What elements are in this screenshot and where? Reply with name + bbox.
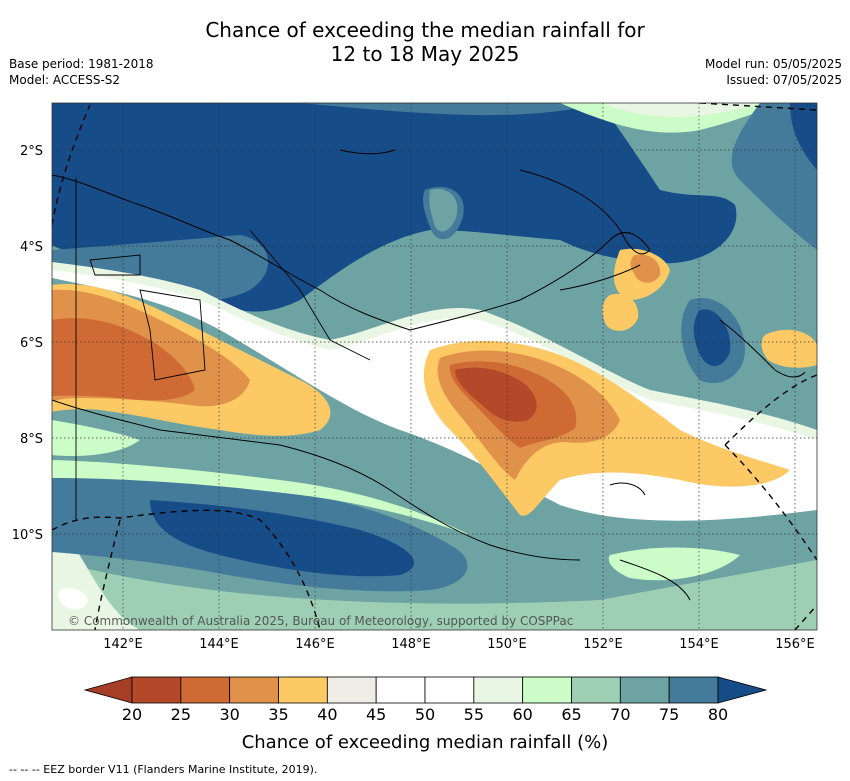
south-band-65 (52, 560, 817, 630)
lon-label-144e: 144°E (199, 637, 239, 652)
lon-label-148e: 148°E (391, 637, 431, 652)
south-band-60 (52, 460, 470, 535)
dentrecasteaux-coast (609, 482, 646, 496)
ne-dry-30 (630, 254, 661, 283)
manus-coast (339, 149, 396, 155)
lon-label-146e: 146°E (295, 637, 335, 652)
new-britain-coast (559, 264, 641, 291)
lat-label-6s: 6°S (20, 336, 43, 351)
eez-borders (52, 103, 817, 630)
model-run: Model run: 05/05/2025 (704, 57, 842, 71)
copyright-text: © Commonwealth of Australia 2025, Bureau… (68, 614, 573, 628)
borders (75, 178, 371, 520)
rainfall-map: © Commonwealth of Australia 2025, Bureau… (52, 103, 817, 630)
colorbar-tick-label: 50 (415, 705, 435, 724)
map-frame (51, 102, 818, 631)
metadata-left: Base period: 1981-2018 Model: ACCESS-S2 (9, 56, 154, 88)
south-band-80 (150, 500, 415, 577)
ne-band-55 (600, 103, 760, 117)
colorbar-tick-label: 65 (561, 705, 581, 724)
colorbar-segment (375, 676, 426, 704)
lat-label-10s: 10°S (12, 528, 43, 543)
colorbar-segments (131, 676, 719, 704)
colorbar-segment (326, 676, 377, 704)
png-south-coast (52, 399, 581, 561)
sw-white-patch (58, 588, 88, 610)
colorbar-tick-labels: 20 25 30 35 40 45 50 55 60 65 70 75 80 (122, 705, 728, 724)
metadata-right: Model run: 05/05/2025 Issued: 07/05/2025 (705, 56, 842, 88)
colorbar-tick-label: 75 (659, 705, 679, 724)
colorbar-tick-label: 55 (464, 705, 484, 724)
se-green-60 (608, 547, 740, 581)
colorbar-label: Chance of exceeding median rainfall (%) (242, 732, 609, 753)
title-line-2: 12 to 18 May 2025 (330, 42, 520, 66)
coastlines (52, 149, 806, 601)
province-border-2 (139, 289, 206, 381)
bougainville-coast (719, 319, 806, 378)
colorbar-segment (278, 676, 328, 704)
colorbar-tick-label: 40 (317, 705, 337, 724)
louisiade-coast (619, 559, 691, 601)
colorbar-tick-label: 30 (219, 705, 239, 724)
colorbar-segment (229, 676, 279, 704)
title-line-1: Chance of exceeding the median rainfall … (205, 18, 645, 42)
colorbar-segment (131, 676, 182, 704)
eez-east (724, 374, 817, 446)
eez-west-north (52, 104, 91, 226)
lon-label-142e: 142°E (103, 637, 143, 652)
eez-footnote: -- -- -- EEZ border V11 (Flanders Marine… (9, 763, 318, 776)
colorbar-tick-label: 25 (171, 705, 191, 724)
south-dry-patch-35 (293, 403, 330, 426)
colorbar-tick-label: 45 (366, 705, 386, 724)
eez-se-corner (794, 604, 817, 630)
colorbar-tick-label: 80 (708, 705, 728, 724)
east-dry-35 (761, 329, 817, 368)
central-north-patch-70 (429, 188, 458, 232)
map-title: Chance of exceeding the median rainfall … (0, 18, 850, 66)
colorbar-segment (522, 676, 572, 704)
colorbar-segment (424, 676, 475, 704)
ne-band-75 (731, 103, 817, 250)
colorbar-low-extension (83, 676, 133, 704)
colorbar-tick-label: 60 (512, 705, 532, 724)
lon-labels: 142°E 144°E 146°E 148°E 150°E 152°E 154°… (103, 637, 815, 652)
province-border-1 (89, 254, 141, 276)
lat-labels: 2°S 4°S 6°S 8°S 10°S (12, 144, 43, 543)
lon-label-154e: 154°E (679, 637, 719, 652)
colorbar-segment (571, 676, 621, 704)
lat-label-2s: 2°S (20, 144, 43, 159)
lon-label-156e: 156°E (775, 637, 815, 652)
colorbar: 20 25 30 35 40 45 50 55 60 65 70 75 80 Chance of exc… (83, 676, 768, 753)
model-name: Model: ACCESS-S2 (9, 73, 121, 87)
lat-label-8s: 8°S (20, 432, 43, 447)
east-patch-80 (693, 309, 731, 367)
colorbar-tick-label: 35 (268, 705, 288, 724)
base-period: Base period: 1981-2018 (9, 57, 154, 71)
lon-label-152e: 152°E (583, 637, 623, 652)
eez-south (52, 509, 321, 630)
new-ireland-coast (519, 169, 651, 255)
colorbar-tick-label: 70 (610, 705, 630, 724)
colorbar-segment (619, 676, 670, 704)
eez-northeast (699, 103, 817, 111)
ne-dry-patch-35 (602, 293, 639, 331)
west-dry-25 (52, 318, 195, 401)
issued-date: Issued: 07/05/2025 (726, 73, 842, 87)
north-arc-75 (300, 103, 600, 116)
colorbar-high-extension (717, 676, 768, 704)
colorbar-tick-label: 20 (122, 705, 142, 724)
central-dry-20 (455, 367, 537, 422)
province-border-3 (249, 229, 371, 361)
colorbar-segment (180, 676, 231, 704)
west-band-75 (52, 235, 269, 302)
eez-southwest (94, 519, 121, 630)
graticule (52, 103, 817, 630)
colorbar-segment (473, 676, 524, 704)
ne-band-80 (790, 103, 817, 170)
lon-label-150e: 150°E (487, 637, 527, 652)
lat-label-4s: 4°S (20, 240, 43, 255)
png-north-coast (52, 174, 651, 331)
colorbar-segment (668, 676, 719, 704)
